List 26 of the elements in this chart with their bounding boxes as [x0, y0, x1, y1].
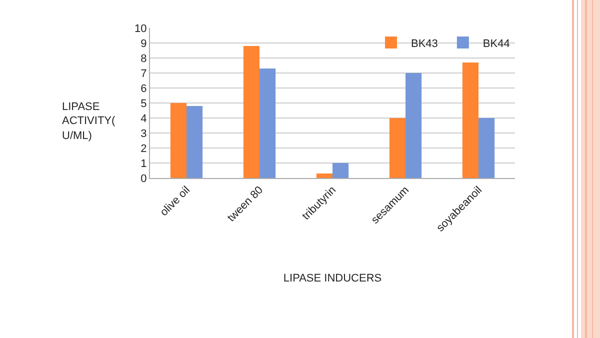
- y-tick-label: 10: [134, 22, 147, 35]
- bar: [389, 118, 406, 178]
- bar: [406, 73, 422, 178]
- bar: [170, 103, 186, 178]
- y-tick-label: 0: [140, 172, 147, 185]
- bar: [316, 174, 332, 178]
- y-tick-label: 9: [140, 38, 147, 50]
- y-tick-label: 1: [140, 158, 147, 170]
- y-axis-title: LIPASE ACTIVITY( U/ML): [62, 100, 116, 143]
- legend-label: BK43: [411, 38, 438, 50]
- bar: [186, 106, 203, 178]
- bar: [243, 46, 260, 178]
- legend-label: BK44: [482, 38, 510, 50]
- y-tick-label: 7: [140, 68, 147, 80]
- y-tick-label: 2: [140, 142, 147, 155]
- bar: [332, 163, 349, 178]
- y-tick-label: 8: [140, 52, 147, 65]
- bar: [462, 62, 478, 178]
- bar: [478, 118, 495, 178]
- x-tick-label: olive oil: [158, 184, 193, 219]
- x-axis-title: LIPASE INDUCERS: [283, 272, 382, 284]
- y-tick-label: 4: [140, 112, 147, 125]
- y-tick-label: 6: [140, 82, 147, 95]
- bar: [260, 68, 276, 178]
- y-tick-label: 5: [140, 98, 147, 110]
- y-tick-label: 3: [140, 128, 147, 140]
